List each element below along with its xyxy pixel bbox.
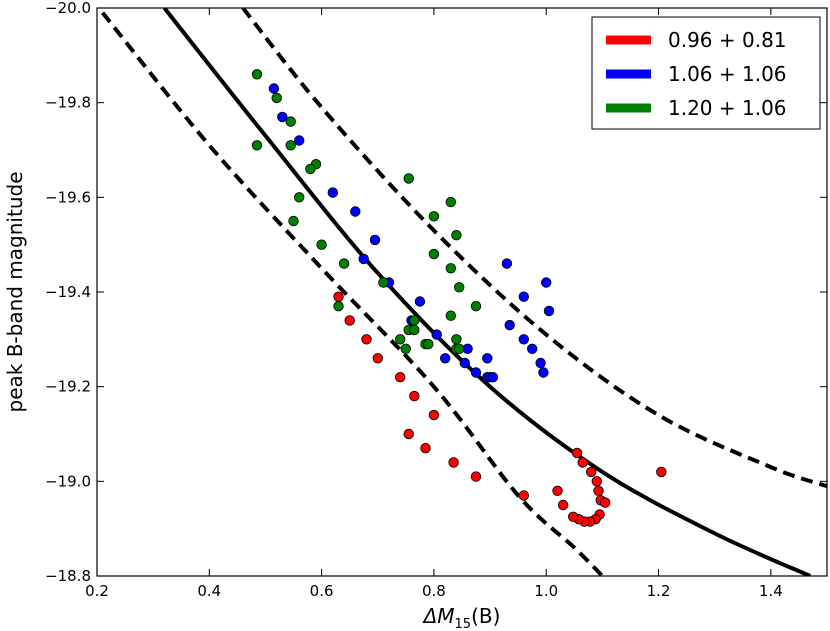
point-series-0-12 — [552, 485, 563, 497]
point-series-0-0 — [333, 291, 344, 302]
point-series-1-26 — [541, 277, 552, 288]
point-series-2-7 — [294, 192, 305, 203]
point-series-0-7 — [403, 428, 414, 440]
point-series-1-25 — [538, 367, 549, 378]
point-series-2-14 — [409, 315, 420, 326]
point-series-1-22 — [518, 334, 530, 345]
point-series-1-12 — [459, 357, 471, 369]
point-series-2-11 — [333, 301, 344, 312]
x-tick-label-2: 0.6 — [310, 582, 334, 600]
point-series-2-18 — [400, 343, 412, 355]
legend: 0.96 + 0.81 1.06 + 1.06 1.20 + 1.06 — [591, 16, 821, 130]
y-tick-label-4: −19.2 — [45, 378, 91, 396]
point-series-2-10 — [338, 258, 350, 269]
point-series-0-14 — [577, 457, 588, 468]
points-layer — [251, 69, 667, 527]
point-series-1-9 — [414, 296, 426, 307]
x-tick-label-0: 0.2 — [85, 582, 109, 600]
point-series-0-10 — [470, 471, 482, 482]
point-series-2-13 — [403, 173, 414, 184]
point-series-2-24 — [428, 248, 440, 260]
point-series-2-1 — [271, 92, 282, 104]
legend-label-blue: 1.06 + 1.06 — [668, 62, 787, 86]
y-tick-label-0: −20.0 — [45, 0, 91, 17]
point-series-0-6 — [428, 409, 440, 421]
legend-label-red: 0.96 + 0.81 — [668, 28, 787, 52]
point-series-0-9 — [448, 457, 459, 468]
point-series-2-22 — [428, 211, 440, 222]
point-series-2-12 — [378, 277, 389, 288]
x-tick-label-3: 0.8 — [422, 582, 446, 600]
point-series-0-15 — [586, 466, 597, 478]
point-series-0-2 — [361, 334, 372, 345]
point-series-1-18 — [482, 353, 493, 364]
point-series-1-11 — [440, 353, 451, 364]
point-series-1-17 — [487, 372, 499, 383]
point-series-2-20 — [423, 338, 434, 350]
point-series-0-4 — [395, 372, 406, 383]
point-series-2-26 — [445, 310, 457, 321]
x-tick-label-6: 1.4 — [759, 582, 783, 600]
point-series-1-23 — [527, 343, 538, 355]
x-tick-label-5: 1.2 — [647, 582, 671, 600]
y-tick-label-6: −18.8 — [45, 567, 91, 585]
point-series-0-5 — [409, 390, 420, 402]
point-series-0-8 — [420, 443, 431, 454]
point-series-0-13 — [571, 447, 583, 459]
point-series-0-27 — [656, 466, 667, 478]
point-series-2-25 — [445, 263, 457, 274]
point-series-1-27 — [543, 305, 555, 317]
point-series-2-28 — [470, 301, 482, 312]
point-series-2-29 — [451, 334, 462, 345]
ticks-layer: 0.2 0.4 0.6 0.8 1.0 1.2 1.4 −20.0 −19.8 −19.6 −19.… — [45, 0, 827, 600]
point-series-1-20 — [504, 319, 515, 331]
point-series-2-16 — [409, 324, 420, 336]
point-series-0-3 — [372, 353, 384, 364]
point-series-1-0 — [268, 83, 280, 94]
point-series-2-6 — [305, 163, 316, 175]
point-series-1-4 — [350, 206, 361, 217]
point-series-2-21 — [445, 196, 457, 208]
point-series-2-31 — [454, 343, 465, 355]
point-series-0-16 — [591, 476, 603, 487]
x-axis-label: ΔM15(B) — [422, 604, 501, 631]
point-series-0-19 — [600, 497, 611, 508]
point-series-1-6 — [358, 253, 369, 265]
point-series-1-21 — [518, 291, 530, 302]
point-series-2-3 — [285, 140, 296, 151]
bound-curve-1 — [241, 8, 827, 488]
point-series-0-26 — [557, 499, 569, 511]
point-series-0-25 — [568, 511, 579, 523]
y-tick-label-1: −19.8 — [45, 94, 91, 112]
y-tick-label-3: −19.4 — [45, 283, 91, 301]
point-series-1-19 — [501, 258, 513, 269]
point-series-2-17 — [395, 334, 406, 345]
point-series-2-0 — [251, 69, 263, 80]
x-tick-label-1: 0.4 — [197, 582, 221, 600]
point-series-2-9 — [316, 239, 327, 250]
point-series-1-10 — [431, 329, 442, 340]
point-series-1-1 — [277, 111, 288, 123]
point-series-0-17 — [593, 485, 604, 497]
point-series-1-5 — [369, 234, 381, 246]
point-series-2-8 — [288, 215, 299, 227]
legend-label-green: 1.20 + 1.06 — [668, 96, 787, 120]
y-axis-label: peak B-band magnitude — [3, 172, 27, 413]
point-series-2-4 — [251, 140, 263, 151]
y-tick-label-2: −19.6 — [45, 188, 91, 206]
point-series-1-2 — [294, 135, 305, 146]
x-tick-label-4: 1.0 — [534, 582, 558, 600]
y-tick-label-5: −19.0 — [45, 472, 91, 490]
point-series-2-27 — [454, 282, 465, 293]
point-series-0-1 — [344, 315, 355, 326]
point-series-1-24 — [535, 357, 546, 369]
point-series-2-23 — [451, 229, 462, 241]
point-series-2-2 — [285, 116, 296, 127]
point-series-1-14 — [470, 367, 482, 378]
point-series-0-11 — [518, 490, 530, 501]
bound-curve-2 — [101, 11, 604, 576]
point-series-1-3 — [327, 187, 339, 198]
